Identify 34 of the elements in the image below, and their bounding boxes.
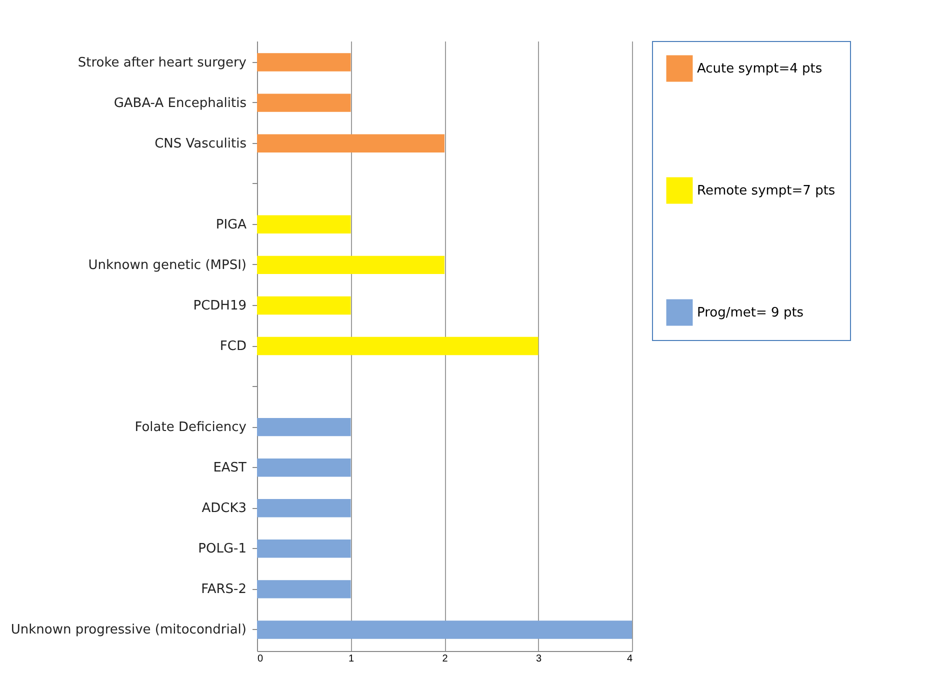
legend-label: Acute sympt=4 pts	[697, 62, 822, 76]
y-tick-label: FCD	[220, 339, 246, 354]
y-tick-label: Folate Deficiency	[134, 420, 247, 436]
y-tick-label: ADCK3	[202, 501, 246, 516]
x-tick-label: 3	[536, 654, 542, 664]
y-tick-label: PCDH19	[193, 298, 246, 314]
bar	[257, 458, 351, 477]
bar	[257, 418, 351, 436]
x-tick-label: 4	[626, 654, 633, 664]
y-tick-label: CNS Vasculitis	[154, 136, 247, 152]
x-tick-label: 2	[442, 654, 448, 664]
bar	[257, 580, 351, 598]
bar	[257, 256, 444, 274]
bar	[257, 134, 444, 152]
x-tick-label: 0	[258, 654, 264, 664]
y-tick-label: EAST	[213, 460, 247, 476]
bar	[257, 336, 538, 356]
y-tick-label: Stroke after heart surgery	[78, 55, 247, 70]
bar	[257, 215, 351, 234]
bar	[257, 540, 351, 558]
bar	[257, 296, 351, 315]
legend-label: Prog/met= 9 pts	[697, 306, 804, 320]
y-tick-label: GABA-A Encephalitis	[114, 96, 247, 111]
y-tick-label: POLG-1	[198, 542, 246, 557]
y-tick-label: Unknown progressive (mitocondrial)	[10, 622, 246, 638]
bar	[257, 499, 351, 518]
y-tick-label: FARS-2	[201, 582, 246, 598]
bar	[257, 53, 351, 72]
x-tick-label: 1	[348, 654, 354, 664]
bar	[257, 94, 351, 112]
y-tick-label: Unknown genetic (MPSI)	[88, 258, 246, 273]
legend-label: Remote sympt=7 pts	[697, 184, 836, 198]
bar	[257, 620, 632, 639]
y-tick-label: PIGA	[216, 217, 247, 232]
